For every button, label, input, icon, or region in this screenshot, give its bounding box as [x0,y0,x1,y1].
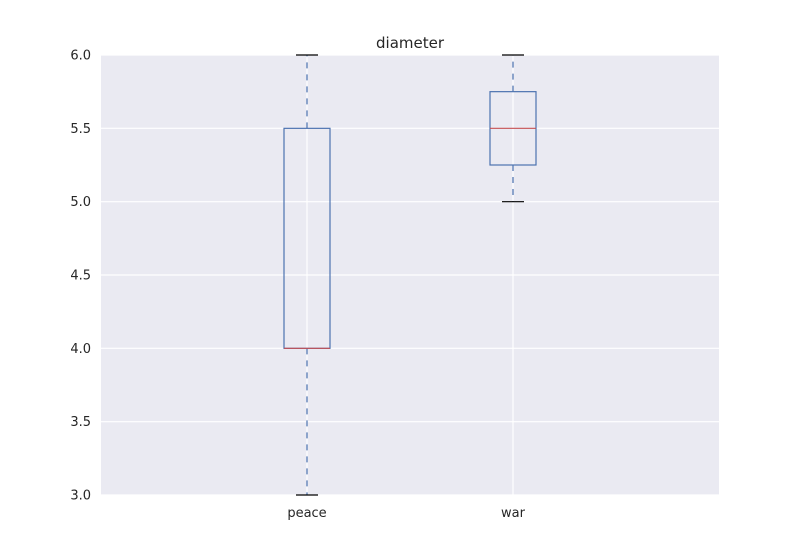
chart-title: diameter [376,34,445,52]
y-tick-label: 4.5 [70,269,91,284]
y-tick-label: 3.0 [70,489,91,504]
x-axis-tick-labels: peace war [287,506,525,521]
y-tick-label: 3.5 [70,415,91,430]
y-tick-label: 5.0 [70,195,91,210]
y-tick-label: 5.5 [70,122,91,137]
y-tick-label: 4.0 [70,342,91,357]
y-tick-label: 6.0 [70,49,91,64]
x-tick-label-peace: peace [287,506,326,521]
y-axis-tick-labels: 3.0 3.5 4.0 4.5 5.0 5.5 6.0 [70,49,91,504]
x-tick-label-war: war [501,506,526,521]
